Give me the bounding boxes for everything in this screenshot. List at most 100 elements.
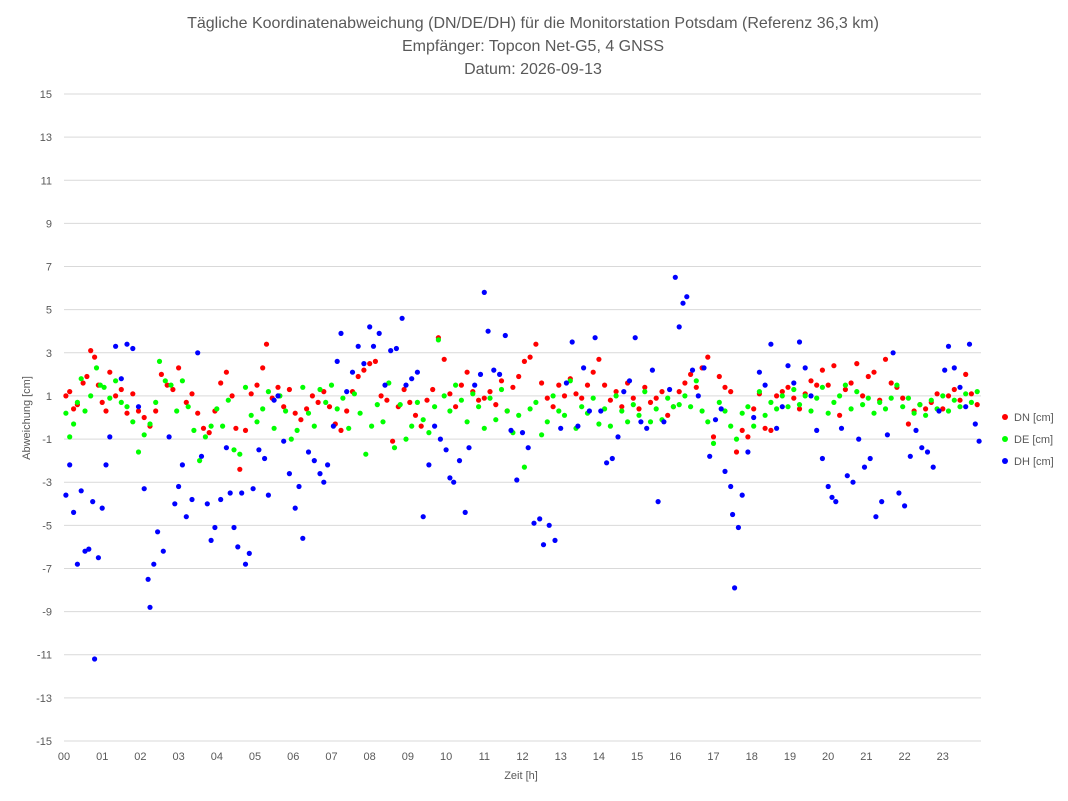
data-point bbox=[155, 529, 161, 535]
data-point bbox=[361, 367, 367, 373]
legend-marker bbox=[1002, 458, 1008, 464]
data-point bbox=[951, 386, 957, 393]
x-tick-label: 16 bbox=[669, 751, 681, 763]
data-point bbox=[676, 402, 682, 408]
data-point bbox=[722, 384, 728, 390]
data-point bbox=[966, 341, 973, 347]
data-point bbox=[718, 406, 724, 412]
data-point bbox=[304, 406, 310, 412]
data-point bbox=[785, 404, 791, 410]
data-point bbox=[67, 434, 73, 440]
data-point bbox=[160, 548, 166, 554]
data-point bbox=[191, 427, 197, 433]
data-point bbox=[722, 408, 728, 414]
data-point bbox=[756, 369, 763, 375]
data-point bbox=[151, 561, 157, 567]
data-point bbox=[74, 561, 80, 567]
data-point bbox=[382, 382, 388, 388]
data-point bbox=[286, 386, 292, 393]
chart-title-line-1: Tägliche Koordinatenabweichung (DN/DE/DH… bbox=[187, 15, 879, 32]
x-tick-label: 05 bbox=[249, 751, 261, 763]
data-point bbox=[376, 330, 382, 336]
data-point bbox=[613, 393, 619, 399]
data-point bbox=[963, 391, 969, 397]
data-point bbox=[153, 408, 159, 414]
data-point bbox=[785, 363, 791, 369]
data-point bbox=[636, 406, 642, 412]
data-point bbox=[894, 382, 900, 388]
data-point bbox=[581, 365, 587, 371]
data-point bbox=[363, 451, 369, 457]
data-point bbox=[728, 483, 734, 490]
data-point bbox=[831, 363, 837, 369]
y-tick-label: 7 bbox=[46, 262, 52, 274]
data-point bbox=[67, 462, 73, 468]
data-point bbox=[135, 408, 142, 414]
data-point bbox=[407, 399, 413, 405]
data-point bbox=[378, 393, 384, 399]
data-point bbox=[481, 425, 487, 431]
data-point bbox=[779, 404, 785, 410]
data-point bbox=[426, 430, 432, 436]
data-point bbox=[145, 576, 151, 582]
data-point bbox=[567, 378, 573, 384]
x-tick-label: 19 bbox=[784, 751, 796, 763]
data-point bbox=[82, 408, 88, 414]
data-point bbox=[263, 341, 270, 347]
y-tick-label: 5 bbox=[46, 305, 52, 317]
data-point bbox=[945, 408, 952, 414]
data-point bbox=[464, 419, 470, 425]
data-point bbox=[288, 436, 294, 442]
data-point bbox=[556, 382, 562, 388]
data-point bbox=[814, 395, 820, 401]
data-point bbox=[972, 421, 978, 427]
data-point bbox=[437, 436, 443, 442]
x-tick-label: 01 bbox=[96, 751, 108, 763]
data-point bbox=[170, 386, 176, 393]
data-point bbox=[141, 486, 147, 492]
data-point bbox=[865, 373, 871, 380]
data-point bbox=[613, 389, 619, 395]
x-tick-label: 13 bbox=[555, 751, 567, 763]
data-point bbox=[317, 386, 323, 393]
data-point bbox=[655, 499, 661, 505]
data-point bbox=[957, 404, 963, 410]
data-point bbox=[791, 380, 797, 386]
data-point bbox=[900, 404, 906, 410]
data-point bbox=[819, 455, 826, 462]
data-point bbox=[453, 382, 459, 388]
data-point bbox=[361, 361, 367, 367]
series-dn bbox=[63, 335, 980, 472]
data-point bbox=[974, 389, 980, 395]
data-point bbox=[493, 417, 499, 423]
data-point bbox=[80, 380, 86, 386]
data-point bbox=[84, 373, 90, 380]
data-point bbox=[844, 473, 850, 479]
data-point bbox=[281, 404, 287, 410]
data-point bbox=[860, 393, 866, 399]
data-point bbox=[630, 402, 636, 408]
x-tick-label: 08 bbox=[364, 751, 376, 763]
data-point bbox=[573, 391, 579, 397]
data-point bbox=[838, 425, 845, 431]
data-point bbox=[626, 378, 633, 384]
data-point bbox=[791, 386, 797, 393]
data-point bbox=[464, 369, 470, 375]
legend-entry: DE [cm] bbox=[1014, 434, 1053, 446]
data-point bbox=[88, 348, 94, 354]
data-point bbox=[923, 406, 929, 412]
x-tick-label: 23 bbox=[937, 751, 949, 763]
data-point bbox=[882, 406, 889, 412]
data-point bbox=[642, 389, 648, 395]
data-point bbox=[615, 434, 621, 440]
data-point bbox=[537, 516, 543, 522]
data-point bbox=[208, 537, 214, 544]
data-point bbox=[877, 399, 883, 405]
data-point bbox=[739, 410, 745, 416]
data-point bbox=[531, 520, 537, 526]
data-point bbox=[254, 419, 260, 425]
data-point bbox=[642, 384, 648, 390]
data-point bbox=[63, 492, 69, 498]
data-point bbox=[99, 505, 105, 511]
